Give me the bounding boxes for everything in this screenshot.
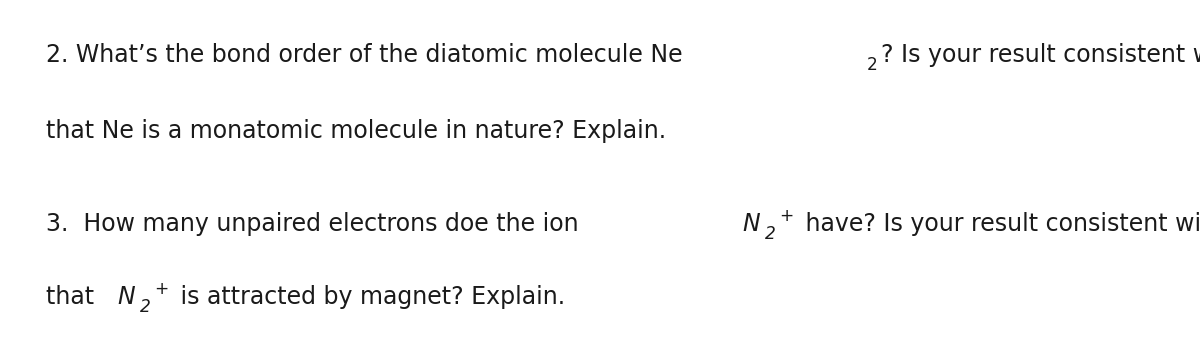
Text: ? Is your result consistent with the fact: ? Is your result consistent with the fac…: [881, 43, 1200, 67]
Text: that Ne is a monatomic molecule in nature? Explain.: that Ne is a monatomic molecule in natur…: [46, 119, 666, 143]
Text: 2. What’s the bond order of the diatomic molecule Ne: 2. What’s the bond order of the diatomic…: [46, 43, 683, 67]
Text: is attracted by magnet? Explain.: is attracted by magnet? Explain.: [173, 285, 565, 308]
Text: 2: 2: [766, 225, 776, 243]
Text: N: N: [743, 212, 760, 236]
Text: 3.  How many unpaired electrons doe the ion: 3. How many unpaired electrons doe the i…: [46, 212, 586, 236]
Text: have? Is your result consistent with the fact: have? Is your result consistent with the…: [798, 212, 1200, 236]
Text: N: N: [118, 285, 134, 308]
Text: +: +: [779, 207, 793, 225]
Text: that: that: [46, 285, 101, 308]
Text: +: +: [154, 280, 168, 298]
Text: 2: 2: [140, 298, 151, 316]
Text: 2: 2: [868, 56, 878, 74]
